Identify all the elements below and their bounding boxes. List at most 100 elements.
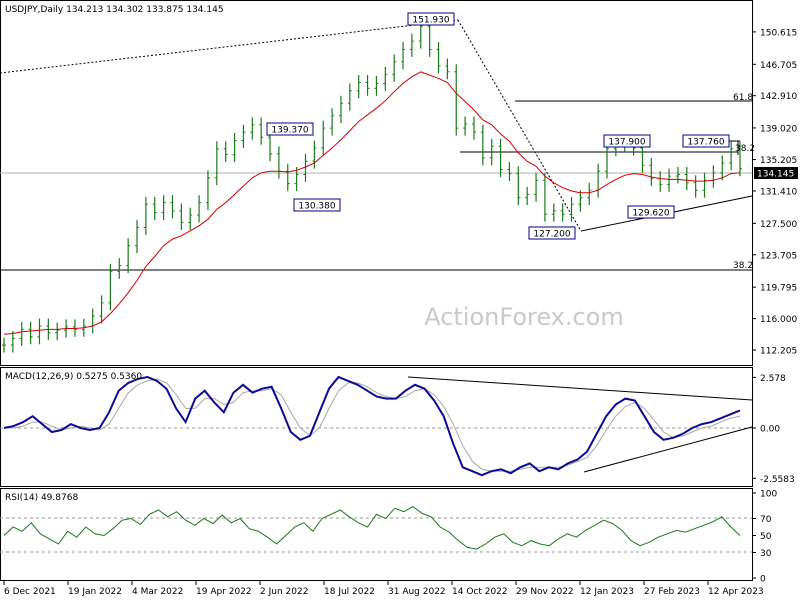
price-bar: [126, 238, 131, 274]
price-bar: [19, 321, 24, 346]
price-bar: [401, 41, 406, 70]
price-bar: [161, 195, 166, 221]
x-axis: 6 Dec 2021 19 Jan 2022 4 Mar 2022 19 Apr 20…: [3, 581, 764, 597]
price-bar: [330, 108, 335, 136]
price-bar: [143, 196, 148, 235]
price-bar: [392, 54, 397, 82]
price-y-tick-label: 142.910: [760, 92, 797, 102]
price-bar: [587, 182, 592, 206]
rsi-y-tick-label: 0: [760, 575, 766, 585]
price-bar: [374, 75, 379, 96]
watermark: ActionForex.com: [424, 303, 624, 331]
price-bar: [250, 117, 255, 140]
macd-header: MACD(12,26,9) 0.5275 0.5360: [5, 372, 142, 382]
macd-y-tick-label: 2.578: [760, 374, 786, 384]
annotation-label: 137.900: [608, 138, 645, 148]
macd-signal-line: [4, 378, 741, 472]
annotation-label: 151.930: [412, 16, 449, 26]
price-bar: [365, 75, 370, 96]
price-bar: [2, 337, 6, 353]
price-bar: [454, 64, 459, 136]
annotation-box: [682, 134, 730, 148]
price-bar: [276, 146, 281, 179]
rsi-y-tick-label: 70: [760, 515, 772, 525]
x-tick-label: 31 Aug 2022: [388, 587, 446, 597]
price-bar: [711, 165, 716, 188]
price-bar: [534, 172, 539, 202]
price-bar: [188, 207, 193, 230]
price-bar: [347, 83, 352, 111]
x-tick-label: 14 Oct 2022: [452, 587, 508, 597]
annotation-box: [627, 205, 675, 219]
macd-upper-trendline: [407, 376, 753, 401]
price-bar: [684, 167, 689, 191]
macd-y-axis: 2.578 0.00 -2.5583: [752, 374, 795, 485]
macd-lower-trendline: [583, 426, 753, 473]
x-tick-label: 19 Apr 2022: [196, 587, 252, 597]
rsi-line: [3, 506, 741, 550]
annotation-box: [528, 226, 576, 240]
price-y-tick-label: 119.795: [760, 284, 797, 294]
price-bars: [2, 18, 742, 353]
price-y-tick-label: 150.615: [760, 28, 797, 38]
price-bar: [232, 133, 237, 163]
macd-y-tick-label: 0.00: [760, 425, 780, 435]
price-bar: [409, 33, 414, 57]
macd-y-tick-label: -2.5583: [760, 475, 795, 485]
price-bar: [214, 141, 219, 186]
price-bar: [516, 166, 521, 206]
x-tick-label: 12 Jan 2023: [580, 587, 634, 597]
price-bar: [729, 141, 734, 171]
x-tick-label: 27 Feb 2023: [644, 587, 700, 597]
price-bar: [170, 195, 175, 219]
rsi-y-axis: 100 70 50 30 0: [752, 490, 777, 585]
annotation-137-760: 137.760: [682, 134, 730, 148]
price-bar: [720, 155, 725, 181]
rsi-y-tick-label: 50: [760, 532, 772, 542]
price-panel-frame: [0, 0, 753, 366]
price-bar: [321, 120, 326, 156]
annotation-label: 129.620: [632, 209, 669, 219]
price-bar: [542, 172, 547, 222]
annotation-label: 137.760: [687, 138, 724, 148]
fib-label-38-2-lower: 38.2: [733, 261, 753, 271]
price-bar: [498, 138, 503, 177]
annotation-137-900: 137.900: [603, 134, 651, 148]
annotation-box: [293, 198, 341, 212]
annotation-box: [266, 122, 314, 136]
price-bar: [578, 190, 583, 212]
price-bar: [569, 196, 574, 222]
price-y-tick-label: 135.205: [760, 156, 797, 166]
price-bar: [356, 75, 361, 99]
price-bar: [649, 157, 654, 187]
price-bar: [197, 195, 202, 223]
annotation-127-200: 127.200: [528, 226, 576, 240]
price-bar: [294, 167, 299, 192]
annotation-box: [603, 134, 651, 148]
rsi-y-tick-label: 100: [760, 490, 777, 500]
price-bar: [489, 138, 494, 166]
x-tick-label: 6 Dec 2021: [4, 587, 56, 597]
x-tick-label: 4 Mar 2022: [132, 587, 183, 597]
price-bar: [10, 331, 15, 353]
price-y-tick-label: 146.705: [760, 61, 797, 71]
price-bar: [436, 41, 441, 74]
annotation-139-370: 139.370: [266, 122, 314, 136]
annotation-label: 139.370: [271, 126, 308, 136]
price-y-tick-label: 112.205: [760, 347, 797, 357]
current-price-label: 134.145: [757, 170, 794, 180]
price-y-tick-label: 116.000: [760, 315, 797, 325]
price-bar: [241, 124, 246, 148]
price-y-tick-label: 123.705: [760, 251, 797, 261]
price-y-tick-label: 131.410: [760, 187, 797, 197]
price-bar: [383, 66, 388, 91]
price-bar: [223, 141, 228, 163]
price-bar: [135, 220, 140, 254]
price-bar: [604, 141, 609, 179]
decline-dashed-trendline: [457, 19, 582, 232]
price-bar: [738, 141, 742, 177]
annotation-box: [407, 12, 455, 26]
x-tick-label: 18 Jul 2022: [324, 587, 375, 597]
